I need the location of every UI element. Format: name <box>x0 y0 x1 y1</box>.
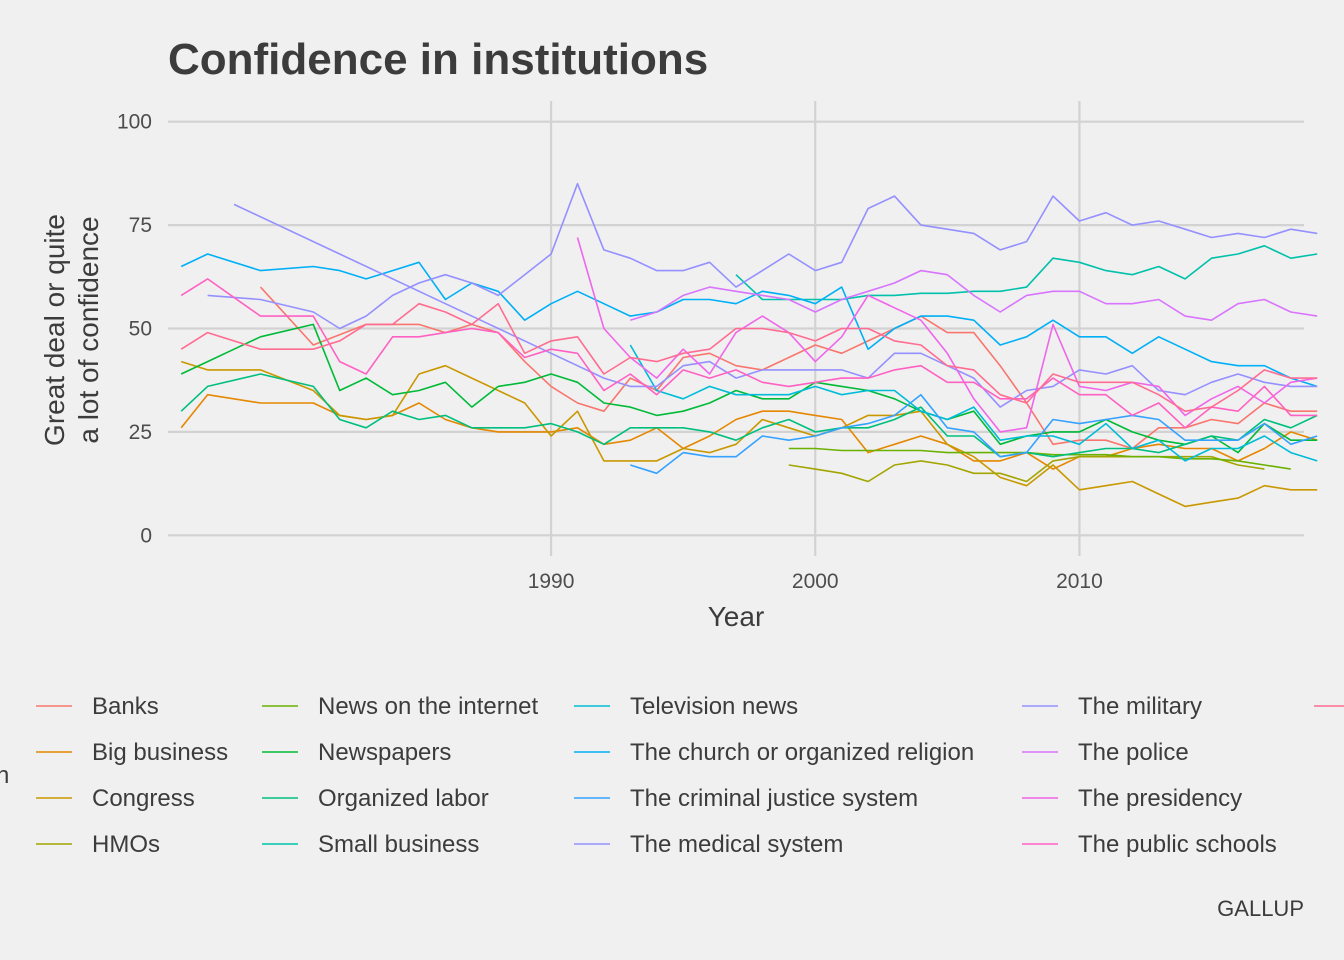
chart-title: Confidence in institutions <box>168 35 708 84</box>
y-tick-label: 0 <box>140 524 152 547</box>
legend-label: The public schools <box>1078 831 1277 858</box>
legend-item: The public schools <box>1022 831 1277 858</box>
legend-label: Big business <box>92 739 228 766</box>
legend-item: Banks <box>36 693 159 720</box>
legend-item: The medical system <box>574 831 843 858</box>
legend: Banks Big business Congress HMOs News on the… <box>36 693 1344 858</box>
x-tick-label: 2000 <box>792 570 839 593</box>
series-line-3 <box>788 455 1265 483</box>
y-axis-title-line1: Great deal or quite <box>39 214 70 446</box>
y-axis-title-line2: a lot of confidence <box>73 216 104 443</box>
legend-item: Television news <box>574 693 798 720</box>
legend-item: News on the internet <box>262 693 538 720</box>
series-line-5 <box>180 323 1318 454</box>
legend-label: The medical system <box>630 831 843 858</box>
legend-label: News on the internet <box>318 693 538 720</box>
x-tick-label: 1990 <box>528 570 575 593</box>
legend-label: Small business <box>318 831 479 858</box>
x-tick-label: 2010 <box>1056 570 1103 593</box>
legend-item: HMOs <box>36 831 160 858</box>
legend-label: The presidency <box>1078 785 1242 812</box>
series-line-6 <box>180 373 1318 458</box>
legend-title-fragment: n <box>0 762 9 789</box>
series-line-15 <box>180 278 1318 429</box>
legend-item: The police <box>1022 739 1189 766</box>
legend-label: The criminal justice system <box>630 785 918 812</box>
legend-item: Small business <box>262 831 479 858</box>
series-lines <box>180 182 1318 508</box>
legend-label: Banks <box>92 693 159 720</box>
legend-item: The presidency <box>1022 785 1242 812</box>
legend-label: Newspapers <box>318 739 451 766</box>
legend-item: Newspapers <box>262 739 451 766</box>
series-line-7 <box>735 245 1318 301</box>
series-line-4 <box>788 447 1291 470</box>
legend-label: The church or organized religion <box>630 739 974 766</box>
legend-item: Congress <box>36 785 195 812</box>
legend-label: Television news <box>630 693 798 720</box>
y-tick-labels: 0 25 50 75 100 <box>117 111 152 548</box>
series-line-13 <box>630 269 1318 322</box>
legend-item: The military <box>1022 693 1202 720</box>
y-tick-label: 100 <box>117 111 152 134</box>
legend-item: Organized labor <box>262 785 489 812</box>
y-tick-label: 50 <box>129 318 152 341</box>
legend-item: The criminal justice system <box>574 785 918 812</box>
series-line-8 <box>629 344 1318 462</box>
x-tick-labels: 1990 2000 2010 <box>528 570 1103 593</box>
y-tick-label: 25 <box>129 421 152 444</box>
legend-item: Big business <box>36 739 228 766</box>
series-line-9 <box>180 253 1318 388</box>
y-axis-title: Great deal or quite a lot of confidence <box>39 214 104 446</box>
legend-label: Congress <box>92 785 195 812</box>
x-axis-title: Year <box>708 601 765 632</box>
legend-label: Organized labor <box>318 785 489 812</box>
legend-item: The church or organized religion <box>574 739 974 766</box>
legend-label: HMOs <box>92 831 160 858</box>
series-line-10 <box>630 393 1318 475</box>
legend-label: The military <box>1078 693 1202 720</box>
y-tick-label: 75 <box>129 214 152 237</box>
series-line-16 <box>180 302 1318 413</box>
legend-label: The police <box>1078 739 1189 766</box>
series-line-14 <box>576 237 1318 433</box>
chart-caption: GALLUP <box>1217 896 1304 921</box>
series-line-0 <box>259 286 1318 450</box>
series-line-11 <box>233 203 1318 408</box>
series-line-12 <box>207 182 1318 330</box>
